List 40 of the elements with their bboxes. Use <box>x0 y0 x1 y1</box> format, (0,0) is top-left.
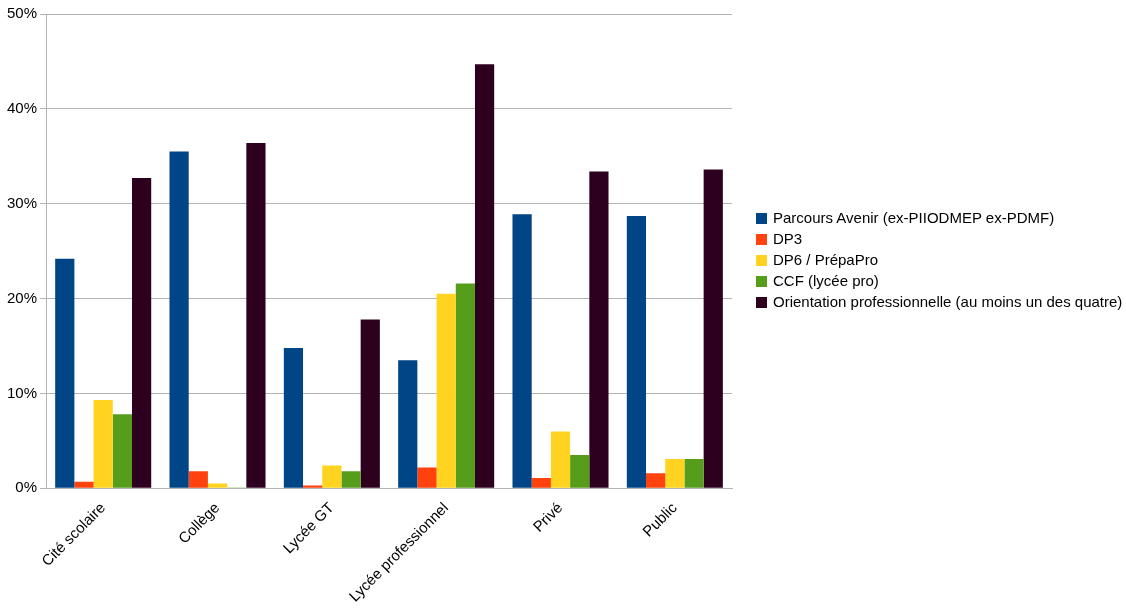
bar <box>55 258 75 488</box>
bar <box>531 477 551 488</box>
legend-label: DP3 <box>773 230 803 247</box>
legend-label: Orientation professionnelle (au moins un des quatre) <box>773 293 1123 310</box>
bar <box>646 473 666 488</box>
y-tick-label: 0% <box>15 478 38 496</box>
bar <box>207 483 228 488</box>
bar <box>570 455 590 488</box>
y-tick-label: 50% <box>6 4 38 22</box>
bar <box>74 481 94 488</box>
bar <box>589 171 609 488</box>
bar <box>665 458 685 488</box>
legend-label: DP6 / PrépaPro <box>773 251 879 268</box>
bar <box>322 465 342 488</box>
bar <box>246 143 266 488</box>
bar <box>417 467 437 488</box>
bar <box>474 64 495 488</box>
y-tick-label: 20% <box>6 288 38 306</box>
bar <box>684 458 704 488</box>
bar <box>112 414 132 488</box>
bar <box>303 485 323 488</box>
bar <box>169 151 189 488</box>
legend-label: Parcours Avenir (ex-PIIODMEP ex-PDMF) <box>773 209 1055 226</box>
y-tick-label: 10% <box>6 383 38 401</box>
bar <box>512 214 532 488</box>
bar <box>455 283 475 488</box>
bar <box>283 347 304 488</box>
y-tick-label: 40% <box>6 99 38 117</box>
bar <box>360 319 380 488</box>
legend-label: CCF (lycée pro) <box>773 272 879 289</box>
bar <box>703 169 723 488</box>
bar <box>436 293 456 488</box>
bar <box>93 400 113 488</box>
bar <box>341 471 361 488</box>
bar <box>398 360 418 488</box>
bar <box>188 471 208 488</box>
bar <box>550 431 571 488</box>
bar <box>626 216 647 488</box>
y-tick-label: 30% <box>6 193 38 211</box>
bar <box>132 178 152 488</box>
